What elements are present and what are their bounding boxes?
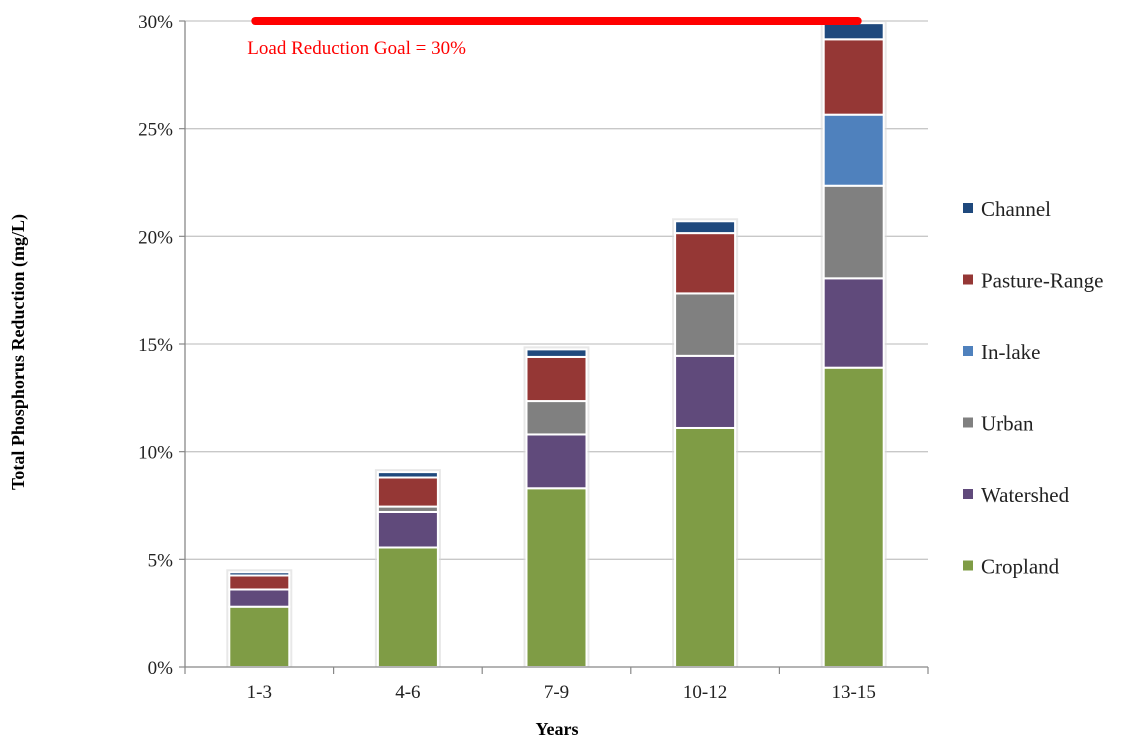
bar-segment-cropland bbox=[525, 487, 588, 669]
goal-annotation: Load Reduction Goal = 30% bbox=[247, 17, 862, 59]
bar-segment-urban bbox=[674, 292, 737, 357]
bar-segment-watershed bbox=[376, 510, 439, 549]
x-tick-label: 7-9 bbox=[544, 682, 569, 703]
bar-segment-watershed bbox=[822, 277, 885, 369]
legend-label: Watershed bbox=[981, 483, 1070, 507]
x-tick-label: 4-6 bbox=[395, 682, 420, 703]
bar-segment-cropland bbox=[822, 366, 885, 668]
bar-segment-channel bbox=[228, 571, 291, 577]
bar-segment-channel bbox=[822, 22, 885, 41]
y-tick-label: 30% bbox=[138, 12, 173, 33]
bar-segment-channel bbox=[674, 220, 737, 235]
y-tick-labels: 0% 5% 10% 15% 20% 25% 30% bbox=[138, 12, 173, 679]
bar-segment-urban bbox=[822, 184, 885, 280]
bar-segment-watershed bbox=[674, 354, 737, 429]
bar-segment-cropland bbox=[674, 426, 737, 669]
legend-swatch bbox=[963, 274, 973, 285]
y-tick-label: 0% bbox=[148, 658, 174, 679]
legend-swatch bbox=[963, 417, 973, 428]
x-tick-labels: 1-3 4-6 7-9 10-12 13-15 bbox=[247, 682, 876, 703]
bar-segment-pasture-range bbox=[376, 476, 439, 508]
bar-segment-urban bbox=[525, 400, 588, 436]
bar-segment-pasture-range bbox=[228, 574, 291, 591]
x-axis-title: Years bbox=[536, 719, 579, 739]
y-tick-label: 5% bbox=[148, 550, 174, 571]
bar-segment-in-lake bbox=[822, 113, 885, 187]
legend-swatch bbox=[963, 203, 973, 213]
y-tick-label: 10% bbox=[138, 443, 173, 464]
bar-segment-pasture-range bbox=[822, 38, 885, 116]
axes bbox=[184, 21, 929, 674]
bar-segment-pasture-range bbox=[525, 355, 588, 403]
bar-segment-pasture-range bbox=[674, 232, 737, 295]
legend-swatch bbox=[963, 560, 973, 571]
legend-label: Cropland bbox=[981, 555, 1060, 579]
legend-label: Pasture-Range bbox=[981, 269, 1103, 293]
x-tick-label: 13-15 bbox=[832, 682, 876, 703]
y-tick-label: 20% bbox=[138, 227, 173, 248]
bars bbox=[226, 20, 887, 669]
goal-label: Load Reduction Goal = 30% bbox=[247, 38, 466, 59]
legend-label: Channel bbox=[981, 197, 1051, 221]
bar-segment-watershed bbox=[228, 588, 291, 608]
bar-segment-cropland bbox=[376, 546, 439, 668]
x-tick-label: 1-3 bbox=[247, 682, 272, 703]
bar-segment-watershed bbox=[525, 433, 588, 490]
y-tick-label: 25% bbox=[138, 120, 173, 141]
legend-label: Urban bbox=[981, 412, 1034, 436]
bar-segment-channel bbox=[525, 348, 588, 358]
legend-label: In-lake bbox=[981, 340, 1040, 364]
x-tick-label: 10-12 bbox=[683, 682, 727, 703]
legend: Channel Pasture-Range In-lake Urban Watershe… bbox=[963, 197, 1103, 579]
bar-segment-channel bbox=[376, 471, 439, 479]
y-tick-label: 15% bbox=[138, 335, 173, 356]
y-axis-title: Total Phosphorus Reduction (mg/L) bbox=[8, 214, 29, 490]
legend-swatch bbox=[963, 346, 973, 356]
legend-swatch bbox=[963, 489, 973, 499]
bar-segment-cropland bbox=[228, 605, 291, 668]
